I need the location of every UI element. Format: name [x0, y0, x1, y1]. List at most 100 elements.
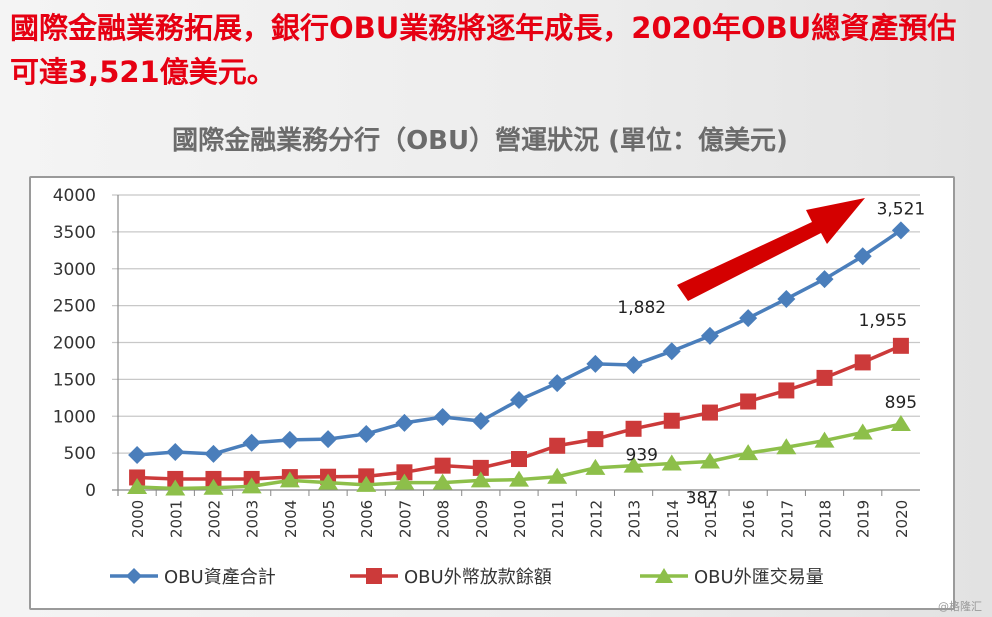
data-point [280, 430, 299, 449]
x-tick-label: 2006 [358, 500, 376, 538]
y-tick-label: 3500 [53, 223, 96, 243]
data-label: 895 [885, 393, 917, 413]
y-tick-label: 500 [64, 444, 96, 464]
data-point [548, 374, 567, 393]
data-point [471, 412, 490, 431]
y-tick-label: 2500 [53, 297, 96, 317]
data-label: 387 [686, 488, 718, 508]
data-point [167, 470, 184, 487]
x-tick-label: 2010 [511, 500, 529, 538]
x-tick-label: 2016 [740, 500, 758, 538]
data-point [738, 444, 759, 461]
data-point [394, 473, 415, 490]
data-point [625, 420, 642, 437]
data-label: 1,882 [617, 298, 666, 318]
data-point [357, 424, 376, 443]
data-point [128, 445, 147, 464]
data-point [852, 423, 873, 440]
slide-headline: 國際金融業務拓展，銀行OBU業務將逐年成長，2020年OBU總資產預估可達3,5… [10, 11, 957, 89]
data-point [776, 438, 797, 455]
legend-label: OBU外匯交易量 [694, 567, 824, 588]
x-tick-label: 2017 [778, 500, 796, 538]
data-point [432, 473, 453, 490]
data-point [853, 247, 872, 266]
x-tick-label: 2001 [167, 500, 185, 538]
data-point [891, 221, 910, 240]
legend-label: OBU資產合計 [164, 567, 276, 588]
x-tick-label: 2018 [817, 500, 835, 538]
data-point [470, 471, 491, 488]
x-tick-label: 2020 [893, 500, 911, 538]
chart-frame [29, 176, 955, 610]
data-point [434, 457, 451, 474]
y-tick-label: 1500 [53, 370, 96, 390]
data-point [892, 337, 909, 354]
data-point [356, 475, 377, 492]
legend-marker [366, 568, 382, 584]
x-tick-label: 2004 [282, 500, 300, 538]
data-point [587, 431, 604, 448]
x-tick-label: 2002 [205, 500, 223, 538]
data-point [510, 391, 528, 410]
x-tick-label: 2003 [244, 500, 262, 538]
y-tick-label: 4000 [53, 186, 96, 206]
legend-marker [126, 568, 142, 584]
x-tick-label: 2000 [129, 500, 147, 538]
data-point [472, 459, 489, 476]
watermark: @格隆汇 [938, 600, 982, 613]
y-tick-label: 3000 [53, 260, 96, 280]
x-tick-label: 2009 [473, 500, 491, 538]
y-tick-label: 2000 [53, 334, 96, 354]
x-tick-label: 2012 [587, 500, 605, 538]
data-point [663, 412, 680, 429]
data-point [129, 469, 146, 486]
x-tick-label: 2019 [855, 500, 873, 538]
data-point [624, 355, 643, 374]
legend-label: OBU外幣放款餘額 [404, 567, 552, 588]
data-point [739, 309, 758, 328]
data-point [549, 437, 566, 454]
x-tick-label: 2007 [396, 500, 414, 538]
data-point [319, 430, 338, 449]
trend-arrow [677, 198, 865, 301]
data-point [165, 479, 186, 496]
data-point [511, 451, 527, 468]
x-tick-label: 2014 [664, 500, 682, 538]
data-point [318, 473, 339, 490]
data-point [166, 443, 185, 462]
x-tick-label: 2005 [320, 500, 338, 538]
x-tick-label: 2015 [702, 500, 720, 538]
y-tick-label: 0 [85, 481, 96, 501]
data-point [699, 452, 720, 469]
data-point [816, 369, 833, 386]
y-tick-label: 1000 [53, 407, 96, 427]
chart-title: 國際金融業務分行（OBU）營運狀況 (單位：億美元) [172, 126, 788, 156]
data-point [662, 342, 681, 361]
data-point [586, 354, 605, 373]
data-label: 939 [626, 446, 658, 466]
legend-marker [655, 568, 673, 583]
data-point [204, 444, 223, 463]
data-point [279, 471, 300, 488]
data-point [585, 458, 606, 475]
data-point [854, 354, 871, 371]
x-tick-label: 2008 [435, 500, 453, 538]
data-point [547, 467, 568, 484]
data-point [623, 456, 644, 473]
data-point [740, 393, 757, 410]
data-point [242, 433, 261, 452]
data-point [778, 382, 795, 399]
data-point [203, 478, 224, 495]
data-point [396, 464, 413, 481]
data-point [890, 414, 911, 431]
data-point [241, 477, 262, 494]
x-tick-label: 2013 [626, 500, 644, 538]
data-point [127, 478, 148, 495]
data-point [395, 413, 414, 432]
x-tick-label: 2011 [549, 500, 567, 538]
data-point [777, 289, 796, 308]
data-point [433, 407, 452, 426]
data-point [509, 470, 529, 487]
data-label: 1,955 [859, 311, 908, 331]
